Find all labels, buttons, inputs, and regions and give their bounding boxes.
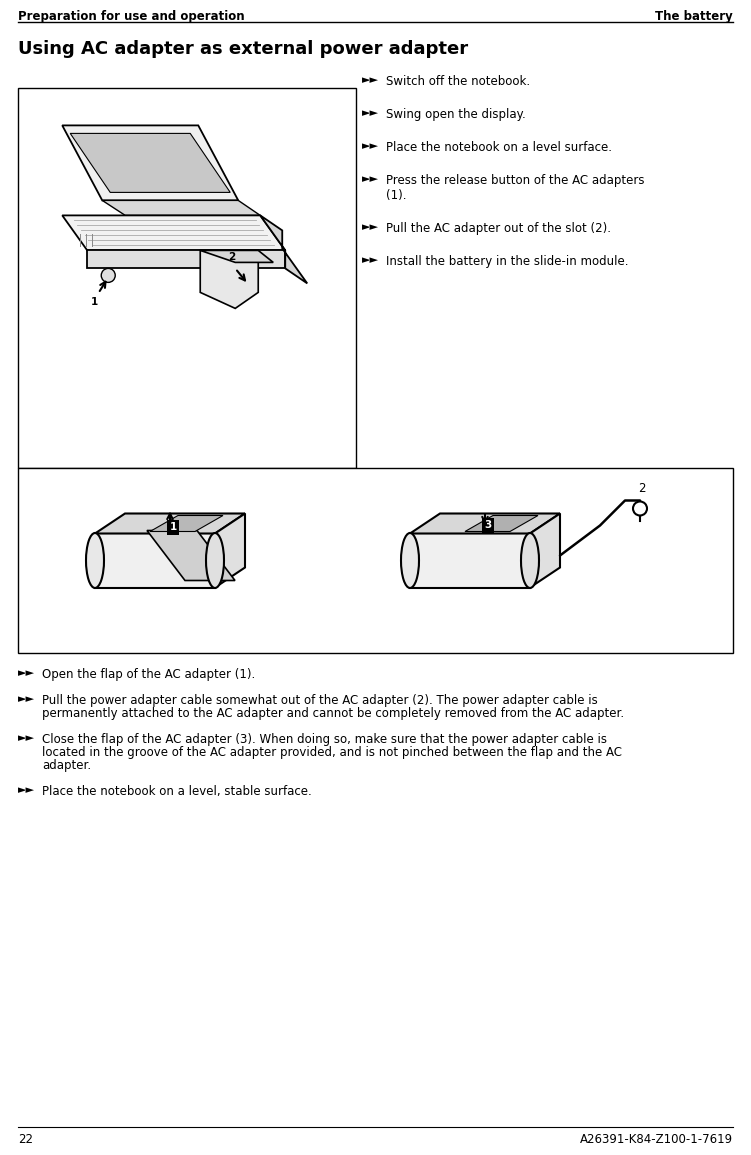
Text: Install the battery in the slide-in module.: Install the battery in the slide-in modu…: [386, 255, 629, 268]
Text: Pull the AC adapter out of the slot (2).: Pull the AC adapter out of the slot (2).: [386, 222, 611, 234]
Text: 1: 1: [170, 522, 176, 532]
Polygon shape: [530, 514, 560, 588]
Text: 2: 2: [638, 483, 646, 495]
Text: Pull the power adapter cable somewhat out of the AC adapter (2). The power adapt: Pull the power adapter cable somewhat ou…: [42, 694, 598, 707]
Text: The battery: The battery: [656, 10, 733, 23]
Polygon shape: [62, 126, 238, 201]
Bar: [18, 468, 733, 653]
Text: ►►: ►►: [362, 109, 379, 118]
Text: Preparation for use and operation: Preparation for use and operation: [18, 10, 245, 23]
Ellipse shape: [521, 532, 539, 588]
Text: ►►: ►►: [362, 255, 379, 264]
Text: ►►: ►►: [18, 668, 35, 678]
Polygon shape: [201, 251, 258, 308]
Bar: [410, 532, 530, 588]
Text: ►►: ►►: [362, 174, 379, 184]
Polygon shape: [261, 215, 307, 283]
Polygon shape: [62, 215, 285, 251]
Bar: [95, 532, 215, 588]
Ellipse shape: [401, 532, 419, 588]
Polygon shape: [465, 515, 538, 531]
Text: Switch off the notebook.: Switch off the notebook.: [386, 75, 530, 88]
Text: 3: 3: [484, 521, 492, 530]
Text: Place the notebook on a level, stable surface.: Place the notebook on a level, stable su…: [42, 785, 312, 798]
Text: 1: 1: [91, 297, 98, 307]
Text: Open the flap of the AC adapter (1).: Open the flap of the AC adapter (1).: [42, 668, 255, 681]
Polygon shape: [150, 515, 223, 531]
Text: (1).: (1).: [386, 189, 406, 202]
Text: ►►: ►►: [18, 785, 35, 795]
Polygon shape: [87, 251, 285, 268]
Text: adapter.: adapter.: [42, 759, 91, 772]
Text: 2: 2: [228, 253, 236, 262]
Text: ►►: ►►: [362, 141, 379, 151]
Polygon shape: [71, 133, 231, 193]
Text: A26391-K84-Z100-1-7619: A26391-K84-Z100-1-7619: [580, 1133, 733, 1146]
Text: Place the notebook on a level surface.: Place the notebook on a level surface.: [386, 141, 612, 154]
Polygon shape: [95, 514, 245, 534]
Polygon shape: [102, 201, 261, 215]
Polygon shape: [410, 514, 560, 534]
Ellipse shape: [206, 532, 224, 588]
Text: 22: 22: [18, 1133, 33, 1146]
Polygon shape: [201, 251, 273, 262]
Text: ►►: ►►: [362, 75, 379, 85]
Text: Swing open the display.: Swing open the display.: [386, 109, 526, 121]
Polygon shape: [147, 530, 235, 581]
Text: ►►: ►►: [18, 694, 35, 705]
Circle shape: [101, 268, 115, 283]
Text: permanently attached to the AC adapter and cannot be completely removed from the: permanently attached to the AC adapter a…: [42, 707, 624, 720]
Text: Press the release button of the AC adapters: Press the release button of the AC adapt…: [386, 174, 644, 187]
Bar: [18, 88, 356, 468]
Polygon shape: [215, 514, 245, 588]
Ellipse shape: [86, 532, 104, 588]
Text: ►►: ►►: [362, 222, 379, 232]
Text: Using AC adapter as external power adapter: Using AC adapter as external power adapt…: [18, 40, 468, 58]
Text: located in the groove of the AC adapter provided, and is not pinched between the: located in the groove of the AC adapter …: [42, 746, 622, 759]
Text: Close the flap of the AC adapter (3). When doing so, make sure that the power ad: Close the flap of the AC adapter (3). Wh…: [42, 733, 607, 746]
Text: ►►: ►►: [18, 733, 35, 743]
